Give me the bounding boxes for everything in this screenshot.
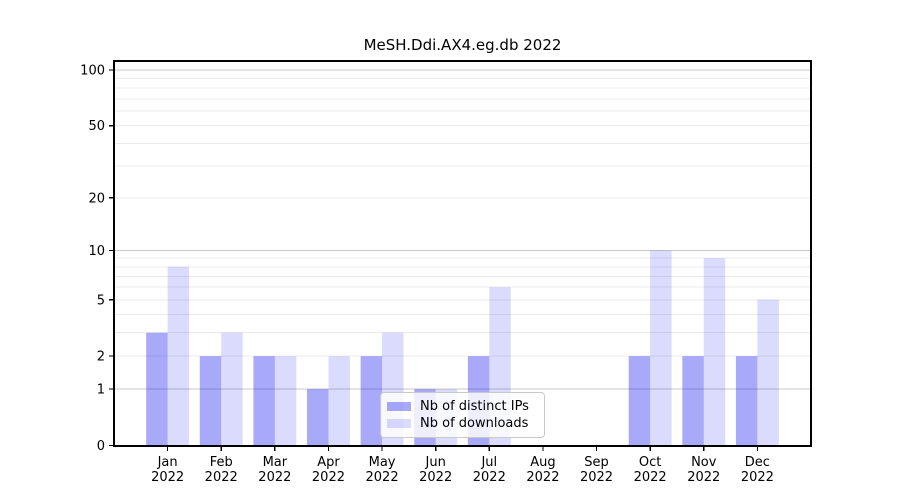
chart-title: MeSH.Ddi.AX4.eg.db 2022 bbox=[363, 36, 562, 54]
bar-distinct-ips-dec bbox=[735, 356, 758, 446]
legend: Nb of distinct IPs Nb of downloads bbox=[380, 392, 545, 438]
bar-distinct-ips-oct bbox=[628, 356, 651, 446]
bar-downloads-feb bbox=[221, 332, 243, 446]
bar-distinct-ips-jan bbox=[146, 332, 168, 446]
y-tick-label-1: 1 bbox=[97, 383, 105, 398]
bar-downloads-jan bbox=[167, 266, 190, 446]
y-tick-label-50: 50 bbox=[88, 119, 105, 134]
y-tick-label-0: 0 bbox=[97, 439, 105, 454]
x-tick-label-jun: Jun 2022 bbox=[419, 455, 452, 485]
plot-frame bbox=[113, 60, 812, 447]
x-tick-label-dec: Dec 2022 bbox=[741, 455, 774, 485]
legend-item-downloads: Nb of downloads bbox=[387, 415, 536, 432]
bar-downloads-dec bbox=[757, 299, 779, 446]
bar-downloads-nov bbox=[703, 258, 726, 446]
bar-distinct-ips-mar bbox=[253, 356, 275, 446]
bar-distinct-ips-apr bbox=[307, 389, 329, 446]
y-tick-label-100: 100 bbox=[80, 64, 105, 79]
x-tick-label-aug: Aug 2022 bbox=[526, 455, 559, 485]
legend-swatch-downloads bbox=[387, 419, 411, 428]
x-tick-label-mar: Mar 2022 bbox=[258, 455, 291, 485]
y-tick-label-10: 10 bbox=[88, 244, 105, 259]
x-tick-label-feb: Feb 2022 bbox=[205, 455, 238, 485]
bar-downloads-apr bbox=[328, 356, 350, 446]
bar-downloads-oct bbox=[650, 250, 672, 446]
x-tick-label-may: May 2022 bbox=[366, 455, 399, 485]
bar-distinct-ips-feb bbox=[199, 356, 222, 446]
bar-downloads-mar bbox=[274, 356, 297, 446]
y-tick-label-20: 20 bbox=[88, 191, 105, 206]
x-tick-label-sep: Sep 2022 bbox=[580, 455, 613, 485]
bar-distinct-ips-may bbox=[360, 356, 383, 446]
y-tick-label-2: 2 bbox=[97, 350, 105, 365]
x-tick-label-oct: Oct 2022 bbox=[634, 455, 667, 485]
x-tick-label-jul: Jul 2022 bbox=[473, 455, 506, 485]
legend-label-downloads: Nb of downloads bbox=[420, 416, 529, 431]
x-tick-label-jan: Jan 2022 bbox=[151, 455, 184, 485]
legend-swatch-distinct-ips bbox=[387, 402, 411, 411]
x-tick-label-nov: Nov 2022 bbox=[687, 455, 720, 485]
legend-label-distinct-ips: Nb of distinct IPs bbox=[420, 399, 529, 414]
bar-distinct-ips-nov bbox=[682, 356, 704, 446]
x-tick-label-apr: Apr 2022 bbox=[312, 455, 345, 485]
legend-item-distinct-ips: Nb of distinct IPs bbox=[387, 398, 536, 415]
y-tick-label-5: 5 bbox=[97, 293, 105, 308]
